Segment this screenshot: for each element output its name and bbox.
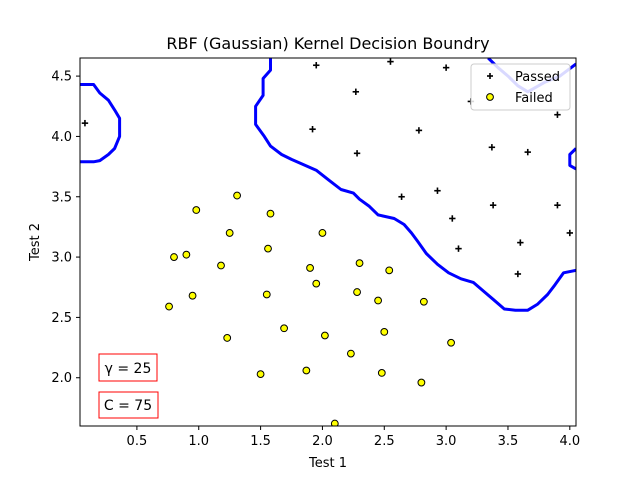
boundary-curve-0	[80, 83, 122, 164]
failed-point	[264, 244, 272, 253]
passed-point	[455, 245, 462, 252]
failed-point	[447, 338, 455, 347]
failed-point	[225, 229, 234, 237]
failed-point	[188, 291, 197, 300]
y-tick-label: 4.5	[51, 70, 72, 85]
plot-frame	[79, 57, 577, 427]
failed-point	[380, 327, 389, 336]
failed-point	[182, 250, 191, 259]
failed-point	[321, 331, 329, 340]
failed-point	[266, 209, 275, 218]
passed-point	[353, 150, 361, 157]
passed-point	[442, 64, 450, 71]
gamma-annotation-text: γ = 25	[105, 361, 152, 377]
x-tick-label: 4.0	[559, 434, 580, 449]
failed-point	[346, 349, 355, 358]
legend-marker-passed	[487, 73, 493, 79]
y-tick-label: 3.0	[51, 251, 72, 266]
passed-point	[524, 148, 531, 156]
y-tick-label: 2.5	[51, 311, 72, 326]
y-axis-label: Test 2	[28, 223, 43, 262]
failed-point	[306, 264, 314, 272]
x-tick-label: 1.0	[188, 434, 209, 449]
failed-point	[223, 334, 232, 342]
x-axis-label: Test 1	[308, 456, 347, 471]
passed-point	[434, 187, 441, 194]
passed-point	[352, 88, 360, 95]
y-tick-label: 4.0	[51, 130, 72, 145]
passed-point	[488, 144, 496, 151]
failed-point	[374, 296, 382, 305]
boundary-curve-3	[568, 147, 576, 171]
gamma-annotation-box	[98, 353, 158, 382]
passed-point	[415, 127, 423, 134]
legend: Passed Failed	[470, 63, 571, 111]
failed-point	[262, 290, 271, 299]
failed-point	[233, 191, 241, 200]
failed-point	[330, 419, 339, 426]
failed-point	[170, 253, 178, 261]
passed-point	[398, 193, 405, 200]
passed-point	[81, 119, 89, 127]
failed-point	[192, 206, 201, 214]
legend-box	[470, 63, 571, 111]
c-annotation-text: C = 75	[104, 398, 152, 414]
failed-point	[256, 370, 265, 379]
failed-point	[353, 288, 361, 296]
passed-point	[566, 229, 574, 237]
failed-point	[302, 366, 311, 375]
passed-point	[554, 202, 561, 209]
failed-point	[312, 279, 321, 288]
x-tick-label: 1.5	[250, 434, 271, 449]
passed-point	[313, 62, 320, 69]
failed-point	[217, 261, 225, 270]
failed-point	[377, 369, 386, 377]
x-axis-ticks: 0.5 1.0 1.5 2.0 2.5 3.0 3.5 4.0	[127, 426, 580, 449]
passed-point	[554, 111, 561, 118]
failed-point	[165, 302, 173, 311]
x-tick-label: 3.5	[498, 434, 519, 449]
failed-point	[280, 324, 288, 333]
y-tick-label: 3.5	[51, 190, 72, 205]
passed-point	[449, 215, 456, 222]
failed-point	[419, 297, 428, 306]
failed-point	[318, 229, 327, 237]
passed-point	[489, 202, 497, 209]
x-tick-label: 0.5	[127, 434, 148, 449]
gamma-annotation: γ = 25	[98, 353, 158, 382]
passed-point	[387, 58, 394, 65]
x-tick-label: 2.0	[312, 434, 333, 449]
failed-point	[355, 259, 364, 268]
x-tick-label: 3.0	[436, 434, 457, 449]
y-axis-ticks: 2.0 2.5 3.0 3.5 4.0 4.5	[51, 70, 80, 386]
c-annotation: C = 75	[98, 391, 159, 419]
failed-point	[385, 266, 394, 275]
data-points	[81, 58, 574, 426]
boundary-curve-1	[254, 58, 576, 312]
x-tick-label: 2.5	[374, 434, 395, 449]
failed-point	[417, 378, 426, 387]
chart-title: RBF (Gaussian) Kernel Decision Boundry	[166, 34, 489, 53]
passed-point	[514, 270, 522, 278]
legend-label-failed: Failed	[515, 91, 553, 106]
c-annotation-box	[98, 391, 159, 419]
passed-point	[517, 239, 524, 246]
legend-label-passed: Passed	[515, 70, 560, 85]
y-tick-label: 2.0	[51, 371, 72, 386]
passed-point	[309, 125, 316, 133]
legend-marker-failed	[486, 93, 494, 101]
